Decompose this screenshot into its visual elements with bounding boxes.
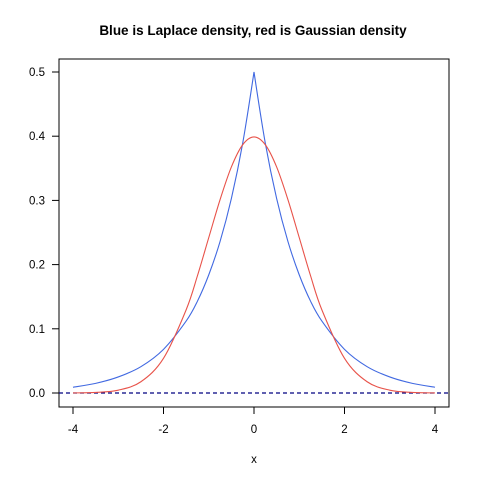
x-axis: -4 -2 0 2 4 <box>68 406 439 436</box>
x-tick-label: 0 <box>251 424 257 436</box>
y-tick-label: 0.3 <box>29 195 45 207</box>
gaussian-density-line <box>72 136 436 394</box>
y-tick-label: 0.1 <box>29 324 45 336</box>
y-tick-label: 0.0 <box>29 388 45 400</box>
y-tick-label: 0.2 <box>29 260 45 272</box>
y-tick-label: 0.5 <box>29 67 45 79</box>
y-axis: 0.0 0.1 0.2 0.3 0.4 0.5 <box>29 67 60 400</box>
chart-title: Blue is Laplace density, red is Gaussian… <box>99 23 407 38</box>
x-tick-label: -4 <box>68 424 79 436</box>
x-tick-label: -2 <box>158 424 168 436</box>
series-layer <box>72 71 436 394</box>
laplace-density-line <box>72 71 436 388</box>
y-tick-label: 0.4 <box>29 131 46 143</box>
x-tick-label: 2 <box>341 424 347 436</box>
plot-frame <box>58 58 450 408</box>
x-axis-label: x <box>251 454 257 466</box>
x-tick-label: 4 <box>432 424 439 436</box>
